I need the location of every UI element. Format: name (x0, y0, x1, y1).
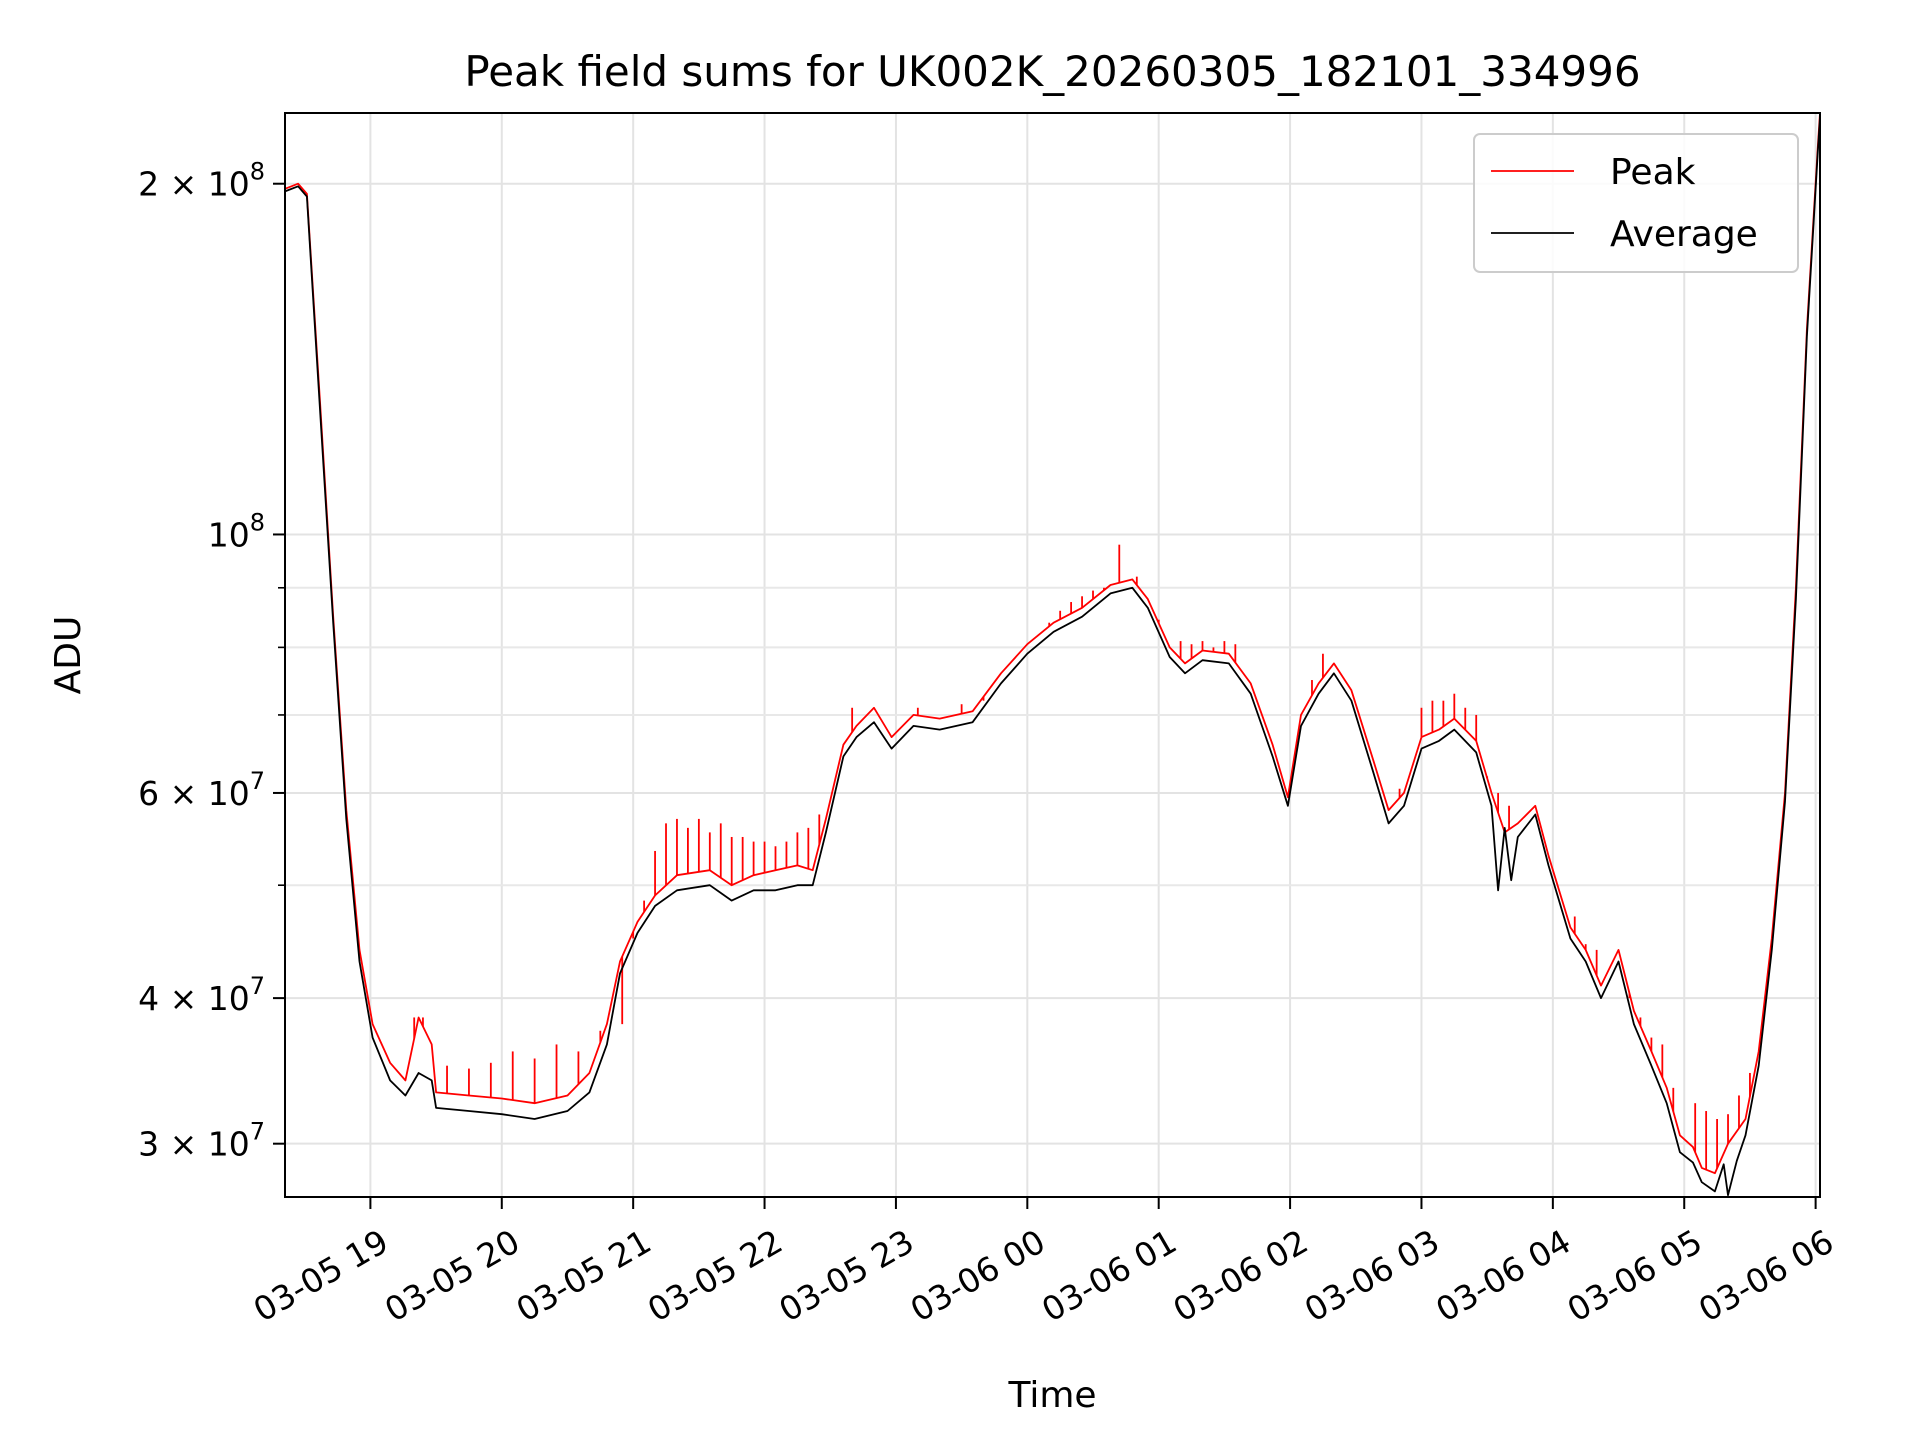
legend-label-peak: Peak (1610, 152, 1696, 193)
x-axis-label: Time (1007, 1375, 1096, 1416)
legend-label-average: Average (1610, 214, 1758, 255)
y-tick-label: 6 × 107 (138, 767, 265, 813)
y-tick-label: 4 × 107 (138, 972, 265, 1018)
plot-frame (284, 112, 1821, 1198)
legend: Peak Average (1473, 133, 1799, 273)
chart-title: Peak field sums for UK002K_20260305_1821… (464, 47, 1640, 96)
y-tick-label: 108 (208, 508, 265, 554)
y-axis-label: ADU (48, 616, 89, 695)
series-line-average (284, 117, 1821, 1196)
y-tick-label: 3 × 107 (138, 1118, 265, 1164)
legend-box (1473, 133, 1799, 273)
y-tick-label: 2 × 108 (138, 158, 265, 204)
plot-area (284, 112, 1821, 1196)
grid (285, 113, 1820, 1197)
